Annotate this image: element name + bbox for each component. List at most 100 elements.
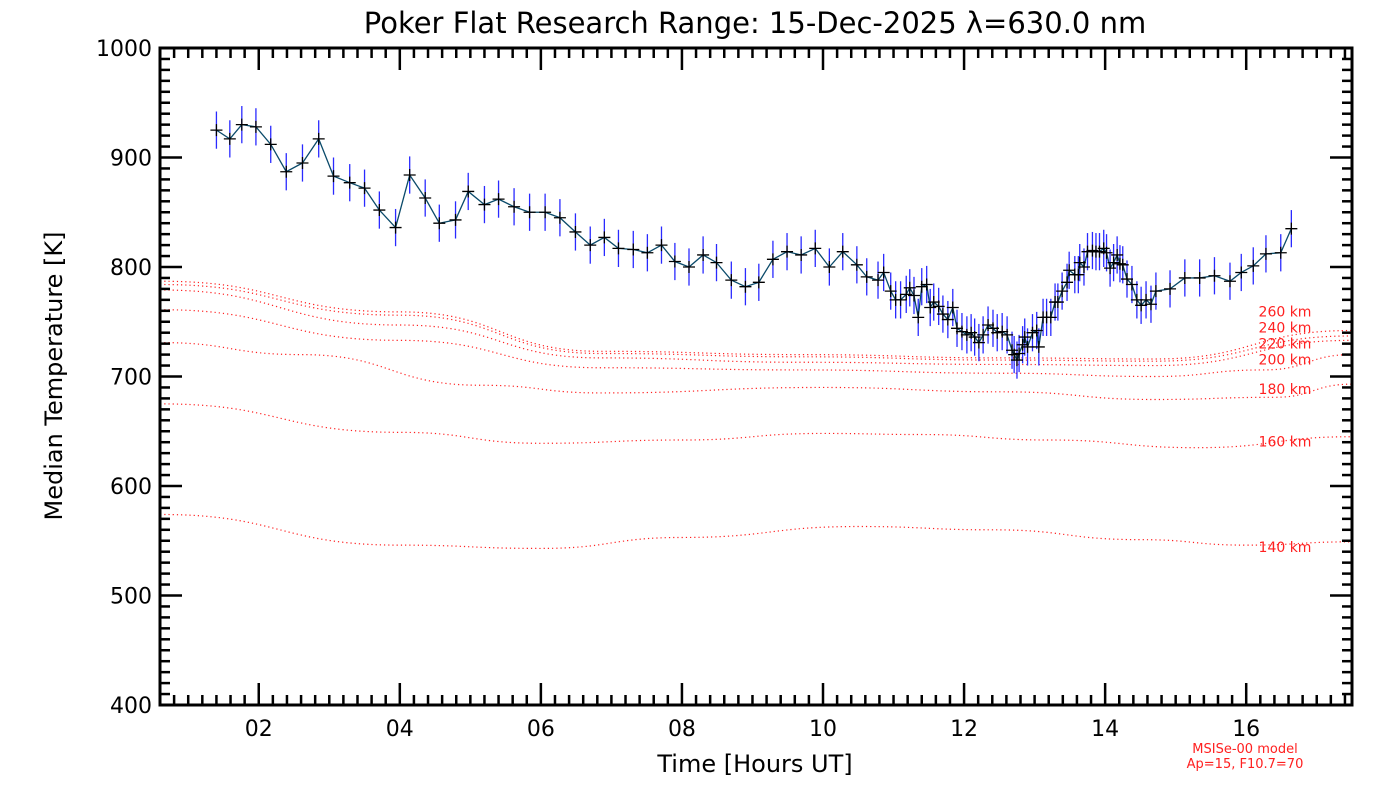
data-point (1208, 269, 1221, 282)
data-point (877, 266, 890, 279)
data-point (627, 243, 640, 256)
data-point (449, 213, 462, 226)
data-point (612, 242, 625, 255)
data-point (1030, 324, 1043, 337)
model-curve-label: 180 km (1259, 382, 1312, 398)
plot-frame (158, 46, 1354, 707)
data-point (403, 169, 416, 182)
data-point (907, 289, 920, 302)
x-tick-label: 02 (245, 717, 273, 742)
data-point (941, 313, 954, 326)
data-point (1056, 285, 1069, 298)
data-point (1274, 246, 1287, 259)
model-curve-220km (159, 289, 1353, 367)
data-point (553, 211, 566, 224)
data-point (327, 170, 340, 183)
x-tick-label: 14 (1091, 717, 1119, 742)
data-point (936, 308, 949, 321)
data-point (264, 138, 277, 151)
data-point (1061, 276, 1074, 289)
model-note-line2: Ap=15, F10.7=70 (1187, 757, 1304, 772)
data-point (823, 261, 836, 273)
data-point (725, 274, 738, 287)
data-point (1135, 299, 1148, 312)
data-point (1178, 271, 1191, 284)
y-tick-label: 700 (110, 366, 152, 391)
data-point (1235, 266, 1248, 279)
data-point (766, 253, 779, 266)
data-point (1193, 271, 1206, 284)
data-point (312, 132, 325, 145)
data-point (1144, 298, 1157, 311)
data-point (343, 176, 356, 189)
data-point (697, 248, 710, 261)
data-point (1010, 354, 1023, 367)
y-tick-label: 500 (110, 585, 152, 610)
data-point (492, 193, 505, 206)
model-curve-180km (159, 341, 1353, 401)
data-point (655, 239, 668, 252)
data-point (991, 326, 1004, 339)
x-axis-label: Time [Hours UT] (656, 750, 852, 778)
data-point (1008, 348, 1021, 361)
data-point (462, 185, 475, 198)
data-point (539, 206, 552, 219)
data-point (932, 300, 945, 313)
model-curve-label: 240 km (1259, 321, 1312, 337)
data-point (739, 280, 752, 293)
data-point (682, 261, 695, 273)
data-point (569, 225, 582, 238)
data-point (523, 206, 536, 219)
y-axis-label: Median Temperature [K] (40, 231, 68, 520)
data-point (836, 245, 849, 258)
data-point (598, 231, 611, 244)
model-curve-label: 140 km (1259, 540, 1312, 556)
model-curve-140km (159, 513, 1353, 550)
data-point (1001, 328, 1014, 341)
data-point (433, 217, 446, 230)
x-tick-label: 04 (386, 717, 414, 742)
data-point (996, 325, 1009, 338)
measured-series (210, 106, 1298, 379)
data-point (1032, 340, 1045, 353)
data-point (1107, 256, 1120, 269)
data-point (508, 200, 521, 213)
y-tick-label: 1000 (96, 37, 152, 62)
data-point (249, 120, 262, 133)
model-curve-160km (159, 403, 1353, 449)
model-curve-label: 220 km (1259, 337, 1312, 353)
data-point (1113, 257, 1126, 270)
model-curve-200km (159, 309, 1353, 378)
data-point (1016, 338, 1029, 351)
data-point (850, 258, 863, 271)
data-point (1259, 247, 1272, 260)
data-point (951, 322, 964, 335)
data-point (1247, 259, 1260, 272)
x-tick-label: 16 (1232, 717, 1260, 742)
data-point (1149, 285, 1162, 298)
data-point (912, 311, 925, 324)
data-point (781, 245, 794, 258)
data-point (972, 336, 985, 349)
model-curve-label: 260 km (1259, 305, 1312, 321)
data-point (1164, 282, 1177, 295)
data-point (894, 293, 907, 306)
data-point (1100, 246, 1113, 259)
data-point (1121, 273, 1133, 286)
data-point (915, 280, 928, 293)
data-point (419, 192, 432, 205)
data-point (982, 319, 995, 332)
y-tick-label: 800 (110, 256, 152, 281)
data-point (920, 278, 933, 291)
data-point (1077, 261, 1090, 273)
y-tick-label: 400 (110, 694, 152, 719)
x-tick-label: 10 (809, 717, 837, 742)
data-point (1223, 275, 1236, 288)
data-point (710, 256, 723, 269)
data-point (478, 198, 491, 211)
model-curve-label: 160 km (1259, 435, 1312, 451)
y-tick-label: 600 (110, 475, 152, 500)
data-point (809, 242, 822, 255)
data-point (884, 285, 897, 298)
